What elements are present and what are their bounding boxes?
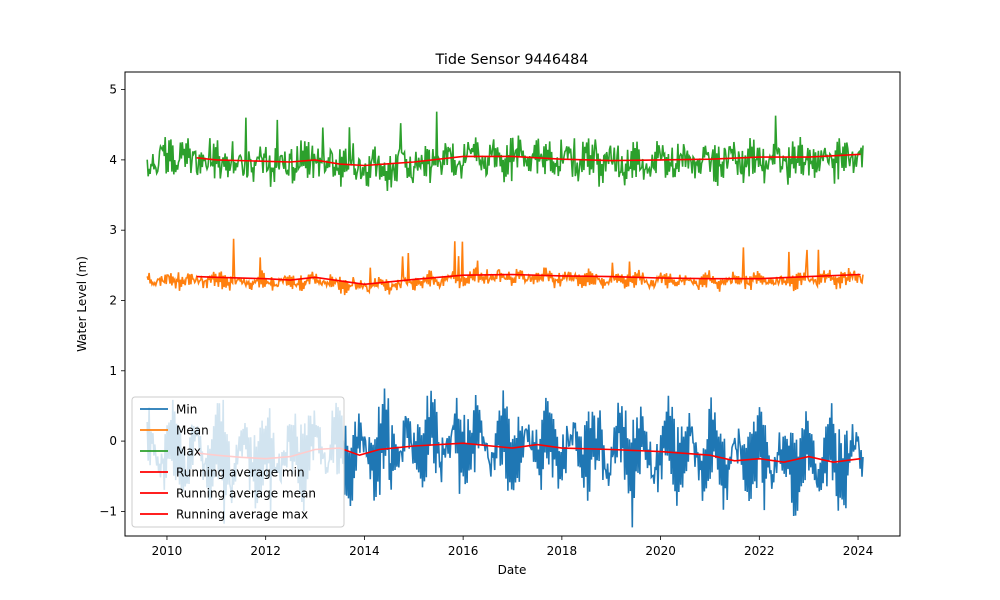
legend-entry-label: Running average mean bbox=[176, 487, 316, 501]
legend-entry-label: Running average max bbox=[176, 508, 308, 522]
chart-title: Tide Sensor 9446484 bbox=[435, 52, 589, 68]
y-tick-label: 3 bbox=[109, 223, 117, 237]
y-tick-label: 1 bbox=[109, 364, 117, 378]
x-tick-label: 2016 bbox=[448, 544, 479, 558]
x-tick-label: 2020 bbox=[645, 544, 676, 558]
y-tick-label: −1 bbox=[99, 504, 117, 518]
x-tick-label: 2022 bbox=[744, 544, 775, 558]
y-tick-label: 0 bbox=[109, 434, 117, 448]
x-tick-label: 2018 bbox=[547, 544, 578, 558]
legend-entry-label: Max bbox=[176, 445, 201, 459]
legend-entry-label: Mean bbox=[176, 424, 209, 438]
x-tick-label: 2024 bbox=[843, 544, 874, 558]
series-line-mean bbox=[146, 238, 864, 296]
y-axis-label: Water Level (m) bbox=[75, 256, 89, 352]
y-tick-label: 5 bbox=[109, 83, 117, 97]
y-tick-label: 2 bbox=[109, 293, 117, 307]
x-axis: 2010 2012 2014 2016 2018 2020 2022 2024 bbox=[152, 536, 874, 558]
legend-entry-label: Min bbox=[176, 403, 197, 417]
running-average-line-mean bbox=[196, 273, 861, 286]
x-tick-label: 2012 bbox=[250, 544, 281, 558]
x-axis-label: Date bbox=[498, 563, 527, 577]
x-tick-label: 2010 bbox=[152, 544, 183, 558]
y-tick-label: 4 bbox=[109, 153, 117, 167]
x-tick-label: 2014 bbox=[349, 544, 380, 558]
axes-frame bbox=[124, 71, 901, 537]
running-average-line-max bbox=[196, 153, 861, 167]
legend-box bbox=[131, 396, 345, 528]
legend-entry-label: Running average min bbox=[176, 466, 305, 480]
y-axis: −1 0 1 2 3 4 5 bbox=[99, 83, 125, 518]
legend: Min Mean Max Running average min Running ave… bbox=[131, 396, 345, 528]
series-line-max bbox=[146, 111, 864, 191]
